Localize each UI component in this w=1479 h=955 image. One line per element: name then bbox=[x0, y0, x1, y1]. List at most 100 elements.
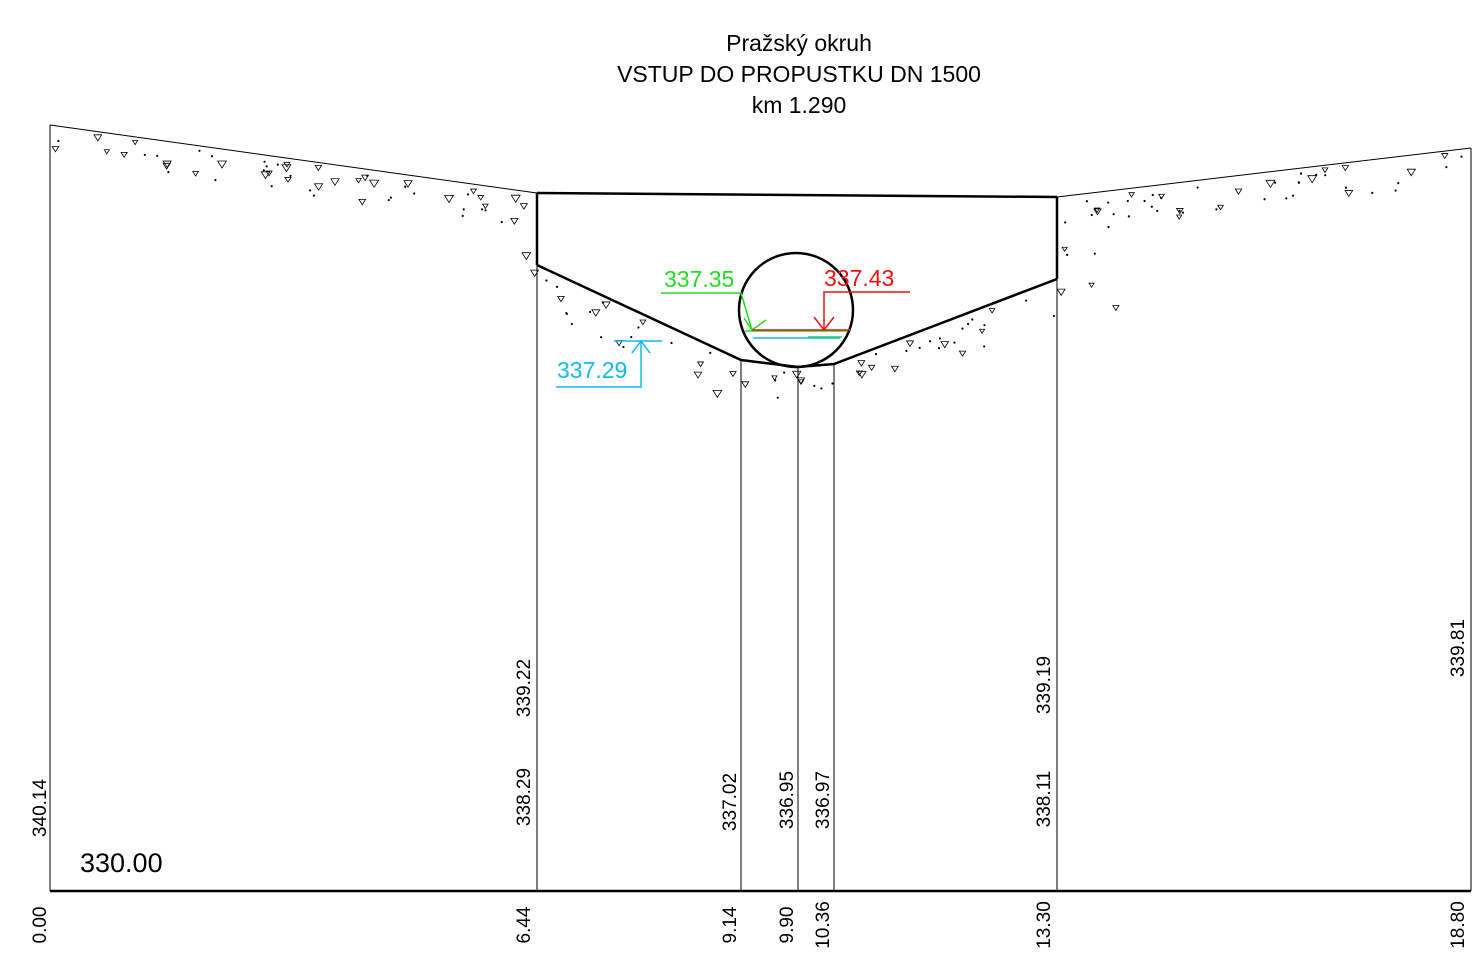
title-project: Pražský okruh bbox=[726, 30, 872, 56]
hatch-dot bbox=[1127, 215, 1130, 218]
hatch-triangle bbox=[741, 381, 750, 389]
hatch-dot bbox=[938, 337, 942, 340]
hatch-triangle bbox=[355, 178, 362, 184]
hatch-dot bbox=[1143, 199, 1146, 203]
hatch-triangle bbox=[1056, 288, 1066, 297]
station-labels: 340.14 0.00 339.22 338.29 6.44 337.02 9.14 336.… bbox=[30, 619, 1469, 949]
hatch-dot bbox=[1052, 314, 1055, 318]
datum-axis bbox=[49, 125, 1472, 893]
hatch-triangle bbox=[131, 140, 139, 146]
hatch-triangle bbox=[1175, 208, 1184, 215]
hatch-triangle bbox=[283, 161, 291, 168]
station-elevation-lower: 338.11 bbox=[1034, 771, 1055, 828]
hatch-triangle bbox=[477, 195, 485, 201]
station-elevation-upper: 339.81 bbox=[1448, 619, 1469, 677]
hatch-triangle bbox=[265, 170, 273, 177]
hatch-dot bbox=[387, 198, 390, 202]
hatch-dot bbox=[276, 163, 279, 166]
hatch-dot bbox=[1066, 253, 1069, 256]
hatch-dot bbox=[599, 336, 603, 339]
hatch-dot bbox=[545, 279, 548, 282]
hatch-triangle bbox=[890, 365, 900, 373]
green-arrow bbox=[743, 317, 767, 332]
hatch-triangle bbox=[601, 301, 611, 310]
hatch-dot bbox=[589, 310, 592, 313]
hatch-triangle bbox=[1440, 153, 1449, 160]
station-distance-label: 6.44 bbox=[514, 906, 535, 943]
hatch-dot bbox=[1093, 252, 1096, 255]
hatch-dot bbox=[774, 379, 777, 382]
station-distance-label: 13.30 bbox=[1034, 901, 1055, 949]
hatch-dot bbox=[555, 285, 559, 288]
station-elevation-lower: 338.29 bbox=[514, 768, 535, 826]
hatch-dot bbox=[309, 189, 312, 192]
hatch-dot bbox=[1344, 186, 1347, 189]
blue-arrow bbox=[631, 339, 651, 354]
hatch-triangle bbox=[1093, 207, 1101, 214]
water-level-red bbox=[752, 291, 910, 332]
hatch-triangle bbox=[192, 171, 200, 177]
hatch-dot bbox=[143, 153, 146, 156]
hatch-dot bbox=[1112, 213, 1115, 216]
hatch-dot bbox=[1274, 181, 1277, 184]
hatch-triangle bbox=[639, 319, 647, 326]
hatch-dot bbox=[1178, 209, 1181, 212]
hatch-dot bbox=[480, 208, 484, 211]
hatch-triangle bbox=[1406, 168, 1417, 177]
hatch-dot bbox=[961, 327, 964, 330]
hatch-dot bbox=[1371, 191, 1374, 194]
hatch-dot bbox=[198, 149, 201, 152]
station-distance-label: 9.90 bbox=[777, 907, 798, 944]
hatch-triangle bbox=[284, 176, 292, 183]
terrain-line-left bbox=[49, 124, 538, 194]
station-distance-label: 18.80 bbox=[1448, 901, 1469, 949]
hatch-dot bbox=[983, 345, 986, 348]
hatch-dot bbox=[622, 345, 625, 349]
hatch-dot bbox=[1299, 172, 1303, 175]
hatch-triangle bbox=[791, 370, 802, 379]
hatch-triangle bbox=[1321, 167, 1329, 174]
terrain bbox=[49, 124, 1472, 198]
hatch-triangle bbox=[867, 364, 876, 372]
title-object: VSTUP DO PROPUSTKU DN 1500 bbox=[617, 61, 981, 87]
hatch-triangle bbox=[857, 360, 866, 367]
hatch-triangle bbox=[403, 180, 413, 188]
hatch-triangle bbox=[1088, 282, 1095, 289]
station-verticals bbox=[536, 265, 1058, 891]
hatch-triangle bbox=[958, 350, 967, 357]
hatch-triangle bbox=[330, 178, 340, 187]
water-level-red-label: 337.43 bbox=[824, 265, 894, 291]
hatch-dot bbox=[983, 324, 986, 327]
hatch-triangle bbox=[313, 183, 324, 191]
hatch-dot bbox=[709, 351, 712, 354]
hatch-dot bbox=[1394, 189, 1397, 192]
station-distance-label: 9.14 bbox=[720, 906, 741, 943]
hatch-dot bbox=[1150, 205, 1153, 208]
hatch-triangle bbox=[1061, 246, 1068, 252]
hatch-triangle bbox=[216, 160, 228, 169]
hatch-dot bbox=[262, 169, 265, 172]
hatch-triangle bbox=[1307, 175, 1318, 184]
hatch-dot bbox=[214, 178, 217, 182]
datum-elevation-label: 330.00 bbox=[80, 848, 163, 878]
hatch-dot bbox=[404, 185, 407, 188]
hatch-dot bbox=[820, 387, 823, 390]
hatch-triangle bbox=[1128, 192, 1136, 198]
hatch-triangle bbox=[510, 218, 519, 225]
hatch-triangle bbox=[693, 371, 703, 379]
hatch-triangle bbox=[281, 164, 292, 173]
hatch-triangle bbox=[51, 146, 60, 153]
hatch-dot bbox=[637, 326, 640, 329]
hatch-dot bbox=[1064, 221, 1067, 224]
blue-leader bbox=[556, 341, 642, 388]
hatch-dot bbox=[462, 208, 465, 211]
hatch-dot bbox=[966, 322, 970, 326]
hatch-triangle bbox=[162, 160, 172, 169]
hatch-dot bbox=[484, 209, 487, 212]
hatch-dot bbox=[263, 160, 266, 163]
hatch-triangle bbox=[481, 203, 489, 210]
hatch-dot bbox=[905, 349, 908, 353]
hatch-triangle bbox=[940, 341, 950, 349]
hatch-triangle bbox=[696, 361, 705, 368]
